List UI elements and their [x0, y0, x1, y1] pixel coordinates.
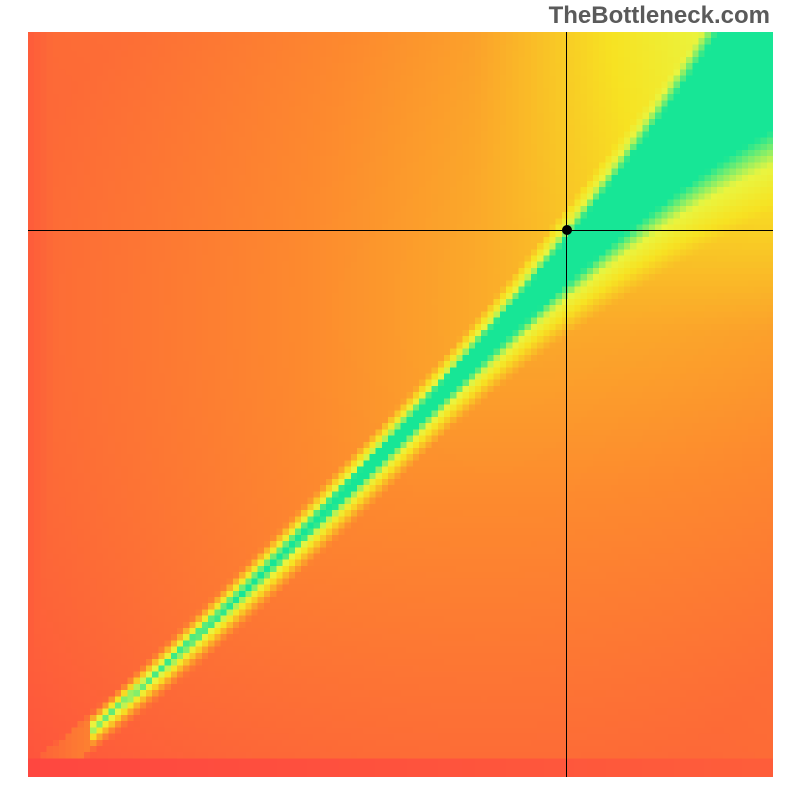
watermark-text: TheBottleneck.com	[549, 2, 770, 30]
crosshair-vertical	[566, 32, 567, 777]
crosshair-horizontal	[28, 230, 773, 231]
selection-marker	[562, 225, 572, 235]
bottleneck-heatmap	[28, 32, 773, 777]
heatmap-canvas	[28, 32, 773, 777]
